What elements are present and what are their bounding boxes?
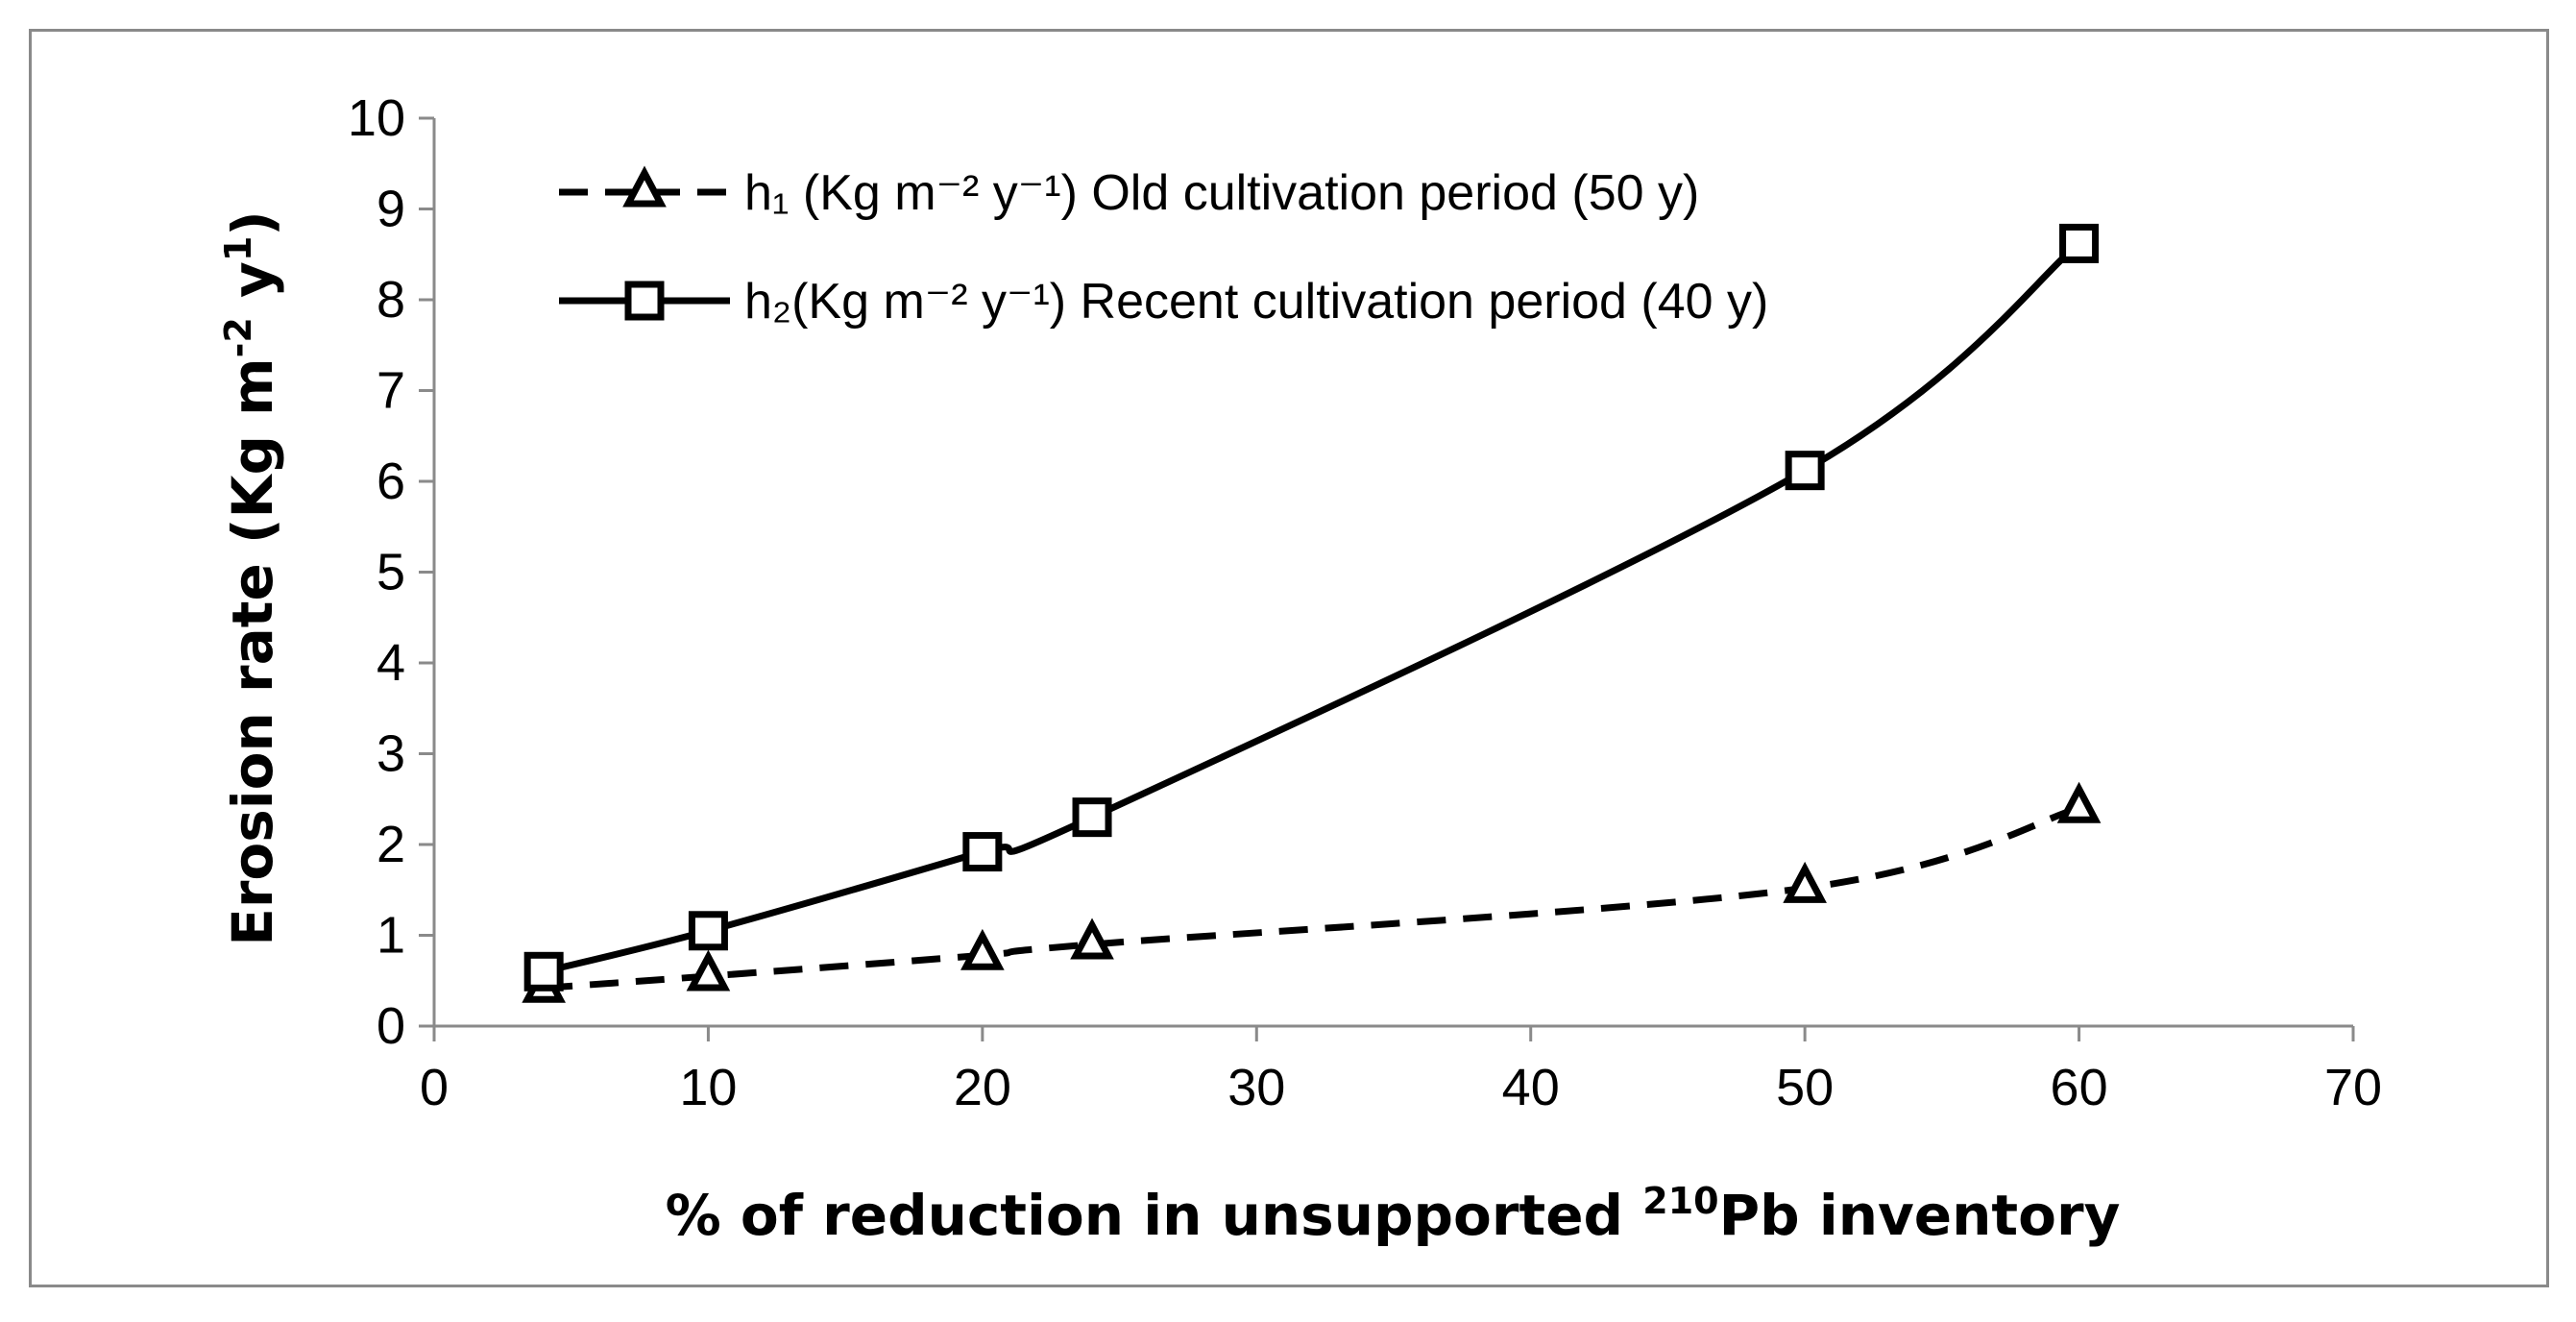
legend-label: h₁ (Kg m⁻² y⁻¹) Old cultivation period (… xyxy=(744,165,1699,221)
y-tick-label: 9 xyxy=(377,181,405,238)
chart-frame xyxy=(29,29,2549,1287)
y-tick-label: 2 xyxy=(377,816,405,873)
series-2-point xyxy=(1072,797,1112,838)
series-layer xyxy=(522,223,2102,1003)
series-2-point xyxy=(962,832,1003,872)
y-tick-label: 6 xyxy=(377,453,405,510)
series-2 xyxy=(523,223,2100,992)
series-1-line xyxy=(543,804,2080,992)
legend-item-1: h₁ (Kg m⁻² y⁻¹) Old cultivation period (… xyxy=(559,165,1699,221)
x-tick-label: 50 xyxy=(1776,1059,1834,1116)
series-2-line xyxy=(543,240,2081,975)
series-2-point xyxy=(688,911,728,951)
x-axis-title: % of reduction in unsupported 210Pb inve… xyxy=(666,1180,2121,1248)
series-1-point xyxy=(1783,861,1827,903)
y-tick-label: 5 xyxy=(377,544,405,601)
y-tick-label: 4 xyxy=(377,634,405,692)
y-tick-label: 0 xyxy=(377,997,405,1055)
x-tick-label: 60 xyxy=(2051,1059,2108,1116)
y-tick-label: 3 xyxy=(377,725,405,783)
y-tick-label: 7 xyxy=(377,362,405,420)
legend-item-2: h₂(Kg m⁻² y⁻¹) Recent cultivation period… xyxy=(559,274,1768,330)
series-1-point xyxy=(960,928,1005,970)
series-1-point xyxy=(1070,918,1114,960)
series-2-point xyxy=(523,951,564,992)
x-tick-label: 30 xyxy=(1227,1059,1285,1116)
legend-marker xyxy=(624,281,665,321)
series-1-point xyxy=(2056,781,2102,823)
x-tick-label: 40 xyxy=(1502,1059,1560,1116)
series-1-point xyxy=(686,949,731,992)
y-axis-title: Erosion rate (Kg m-2 y1) xyxy=(217,210,285,946)
axes: 0 1 2 3 4 5 6 7 8 9 10 0 10 20 30 40 50 60 70 xyxy=(348,89,2382,1116)
x-tick-label: 20 xyxy=(954,1059,1011,1116)
series-2-point xyxy=(2059,223,2100,263)
x-tick-label: 0 xyxy=(420,1059,449,1116)
y-tick-label: 1 xyxy=(377,907,405,965)
legend-marker xyxy=(622,165,667,208)
legend-label: h₂(Kg m⁻² y⁻¹) Recent cultivation period… xyxy=(744,274,1768,330)
y-tick-label: 10 xyxy=(348,89,405,147)
y-tick-label: 8 xyxy=(377,271,405,329)
legend: h₁ (Kg m⁻² y⁻¹) Old cultivation period (… xyxy=(559,165,1768,330)
series-2-point xyxy=(1785,451,1825,491)
x-tick-label: 10 xyxy=(679,1059,737,1116)
x-tick-label: 70 xyxy=(2324,1059,2382,1116)
series-1 xyxy=(522,781,2102,1003)
